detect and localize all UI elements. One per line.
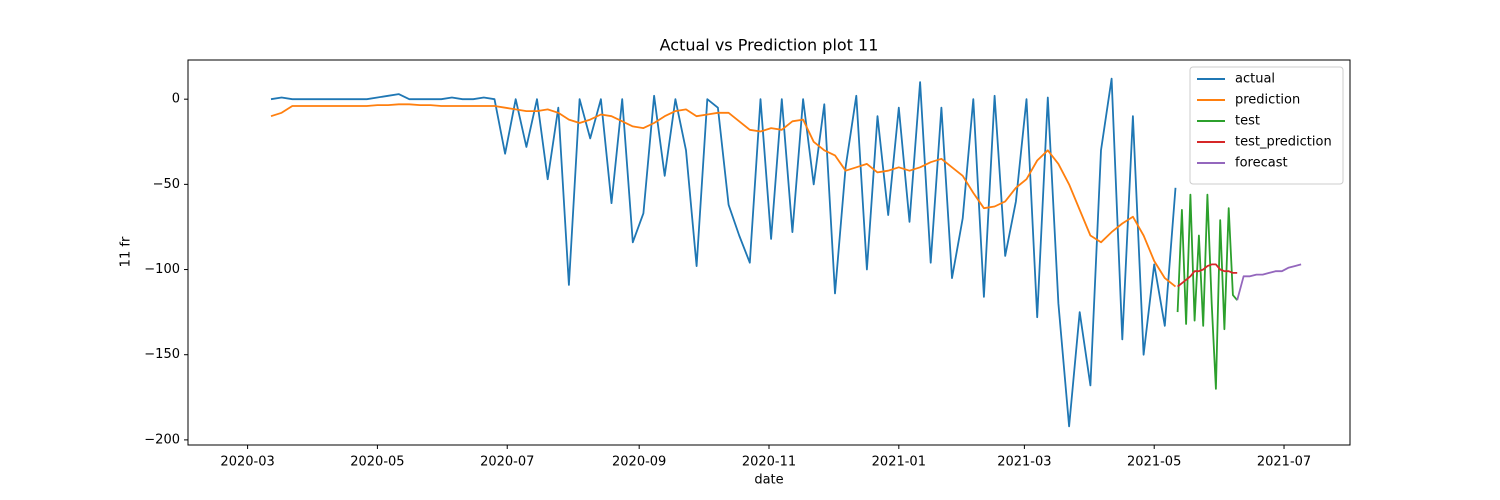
x-tick-label: 2020-09: [612, 455, 666, 470]
x-tick-label: 2021-07: [1257, 455, 1311, 470]
x-tick-label: 2020-05: [350, 455, 404, 470]
legend-label: test: [1235, 114, 1260, 129]
x-tick-label: 2021-03: [997, 455, 1051, 470]
x-tick-label: 2021-01: [872, 455, 926, 470]
y-tick-label: −50: [153, 177, 180, 192]
legend-label: actual: [1235, 72, 1275, 87]
y-tick-label: 0: [172, 92, 180, 107]
y-tick-label: −200: [144, 432, 180, 447]
y-tick-label: −100: [144, 262, 180, 277]
y-axis-label: 11 fr: [119, 236, 134, 267]
chart-title: Actual vs Prediction plot 11: [660, 36, 879, 55]
x-tick-label: 2021-05: [1127, 455, 1181, 470]
series-line: [1236, 263, 1302, 301]
series-line: [1177, 263, 1238, 288]
legend-box: [1189, 66, 1344, 185]
y-tick-label: −150: [144, 347, 180, 362]
legend-label: prediction: [1235, 93, 1300, 108]
series-line: [270, 77, 1177, 428]
series-line: [270, 103, 1177, 288]
x-axis-label: date: [754, 473, 783, 488]
x-tick-label: 2020-03: [220, 455, 274, 470]
legend-label: test_prediction: [1235, 135, 1332, 150]
x-tick-label: 2020-11: [742, 455, 796, 470]
legend-label: forecast: [1235, 156, 1288, 171]
series-line: [1176, 193, 1238, 390]
x-tick-label: 2020-07: [480, 455, 534, 470]
